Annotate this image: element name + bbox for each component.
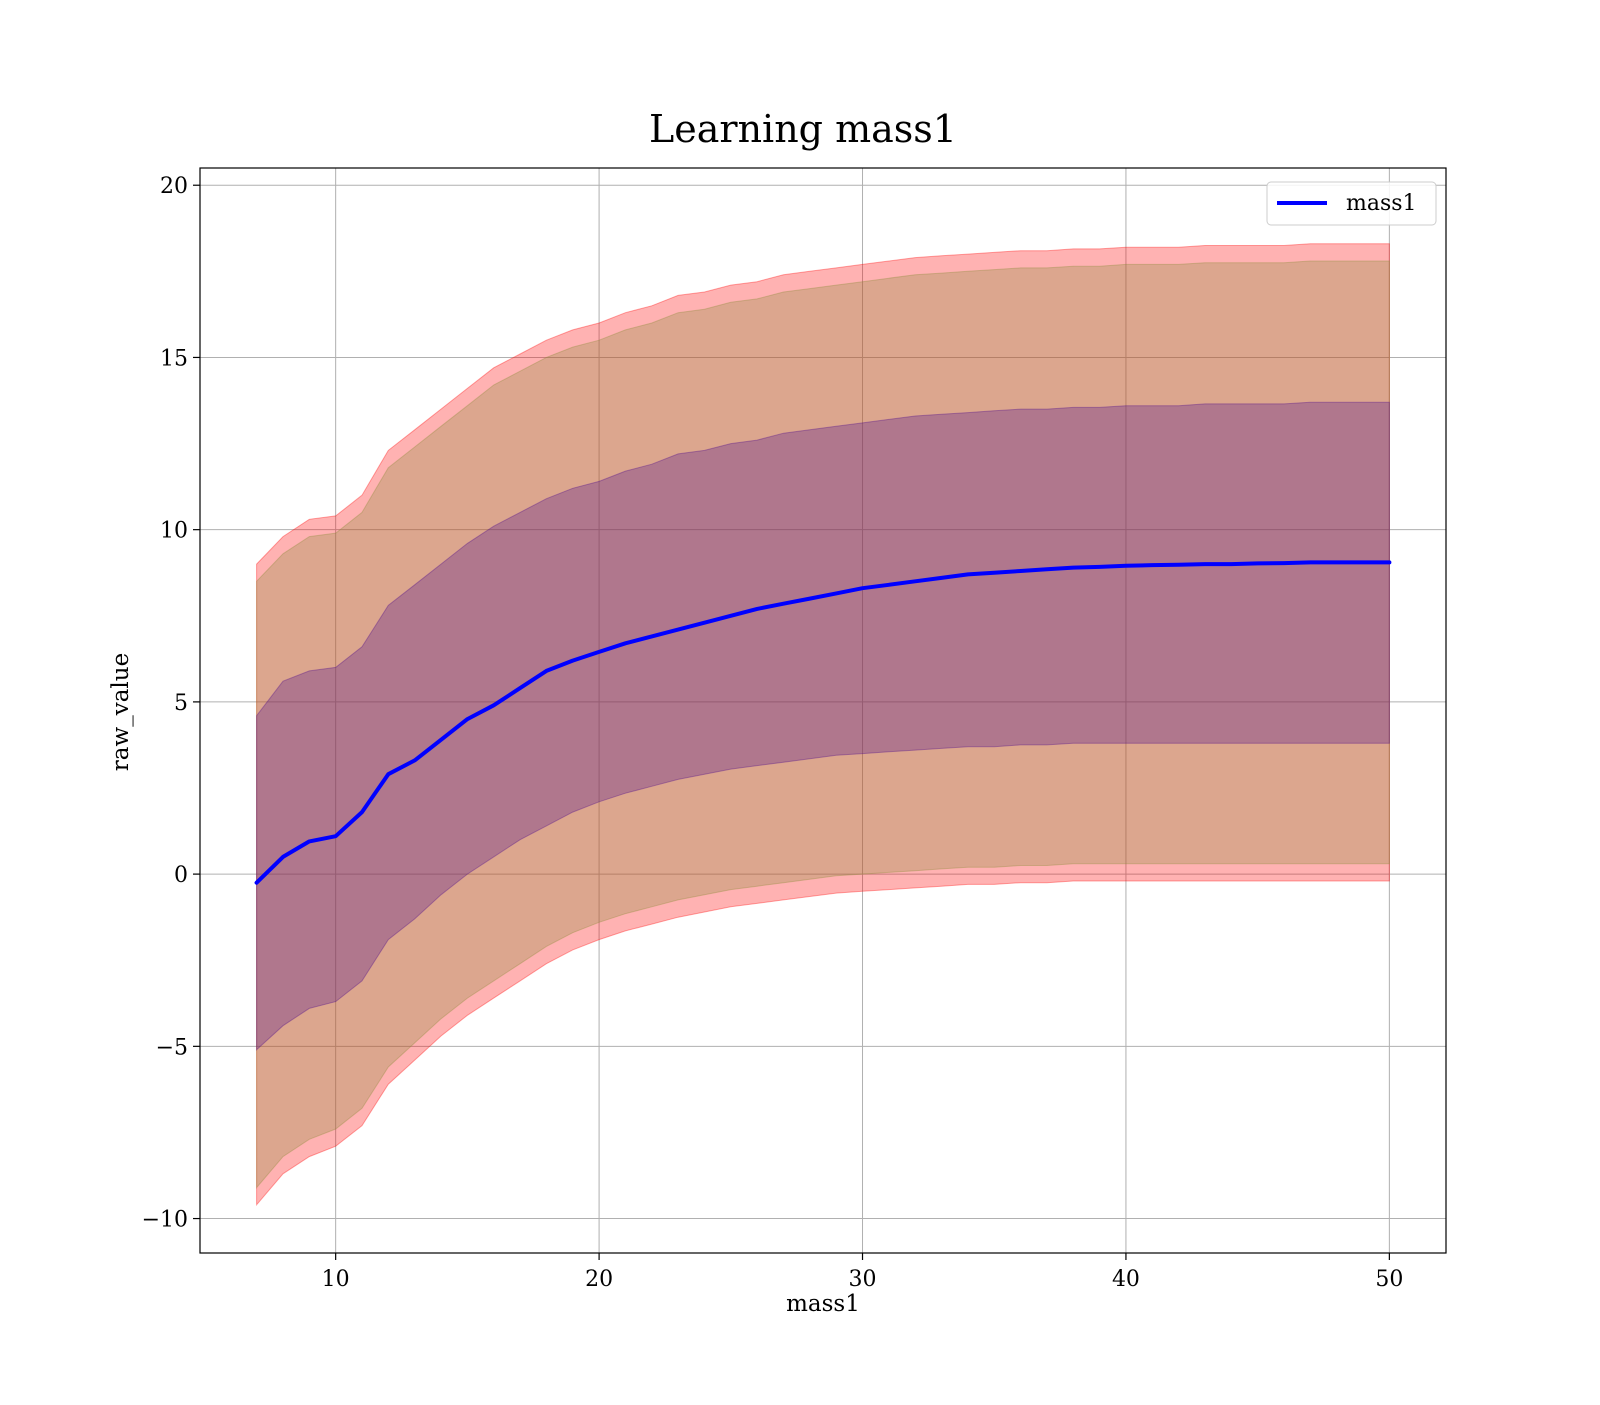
y-tick-label: 15 (160, 346, 188, 371)
x-tick-label: 50 (1375, 1267, 1403, 1292)
plot-frame (199, 167, 1447, 1254)
series-line-mass1 (254, 560, 1392, 885)
y-tick-label: 5 (174, 691, 188, 716)
band-inner (256, 401, 1390, 1051)
x-tick-label: 10 (322, 1267, 350, 1292)
axis-ticks: 10 20 30 40 50 −10 −5 0 5 10 15 20 (142, 174, 1404, 1292)
series-lines (254, 560, 1392, 885)
y-tick-label: −5 (156, 1035, 188, 1060)
x-tick-label: 40 (1112, 1267, 1140, 1292)
uncertainty-bands (256, 243, 1390, 1207)
legend-label-mass1: mass1 (1346, 191, 1417, 216)
legend: mass1 (1266, 181, 1437, 226)
y-tick-label: 20 (160, 174, 188, 199)
x-axis-label: mass1 (786, 1291, 860, 1317)
grid (200, 168, 1446, 1253)
x-tick-label: 20 (585, 1267, 613, 1292)
y-axis-label: raw_value (108, 653, 134, 771)
band-outer (256, 243, 1390, 1207)
legend-box (1266, 181, 1437, 226)
x-tick-label: 30 (849, 1267, 877, 1292)
y-tick-label: −10 (142, 1208, 188, 1233)
band-middle (256, 260, 1390, 1189)
chart-title: Learning mass1 (649, 107, 957, 151)
y-tick-label: 0 (174, 863, 188, 888)
y-tick-label: 10 (160, 519, 188, 544)
